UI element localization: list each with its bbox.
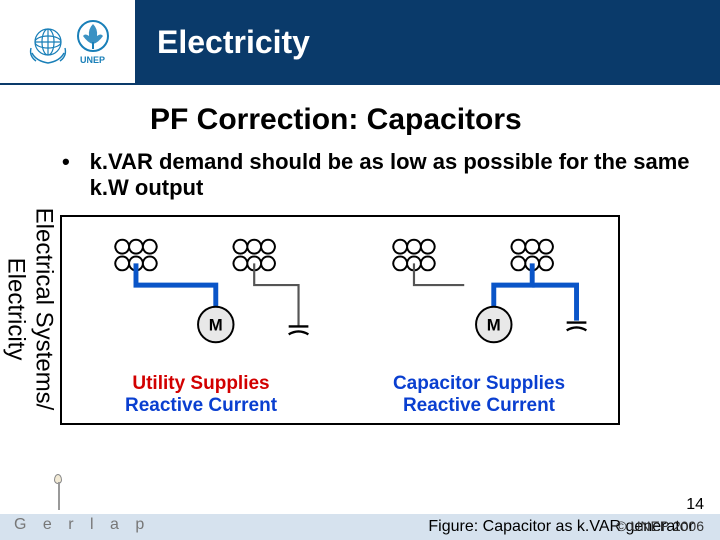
body: Electrical Systems/Electricity • k.VAR d… [0, 149, 720, 469]
motor-label: M [487, 315, 501, 334]
logo-cell: UNEP [0, 0, 135, 85]
caption-line-2: Reactive Current [393, 395, 565, 417]
diagram-panel-capacitor: M Capacitor Supplies Reactive Current [340, 217, 618, 423]
slide: UNEP Electricity PF Correction: Capacito… [0, 0, 720, 540]
copyright: © UNEP 2006 [616, 518, 704, 534]
diagram-panel-utility: M Utility Supplies Reactive Current [62, 217, 340, 423]
unep-logo-icon: UNEP [76, 19, 110, 65]
un-logo-icon [26, 23, 70, 65]
panel-caption-capacitor: Capacitor Supplies Reactive Current [393, 373, 565, 417]
title-cell: Electricity [135, 0, 720, 85]
schematic-capacitor: M [346, 227, 612, 357]
side-label-container: Electrical Systems/Electricity [0, 149, 60, 469]
bullet-item: • k.VAR demand should be as low as possi… [60, 149, 690, 201]
content: • k.VAR demand should be as low as possi… [60, 149, 720, 469]
caption-line-1: Capacitor Supplies [393, 373, 565, 395]
side-label: Electrical Systems/Electricity [2, 208, 57, 411]
slide-subtitle: PF Correction: Capacitors [150, 103, 720, 137]
slide-title: Electricity [157, 24, 310, 61]
diagram: M Utility Supplies Reactive Current [60, 215, 620, 425]
header: UNEP Electricity [0, 0, 720, 85]
brand-stem-icon [58, 482, 60, 510]
caption-line-1: Utility Supplies [125, 373, 277, 395]
bullet-text: k.VAR demand should be as low as possibl… [90, 149, 690, 201]
panel-caption-utility: Utility Supplies Reactive Current [125, 373, 277, 417]
unep-label: UNEP [80, 55, 105, 65]
page-number: 14 [686, 496, 704, 514]
bullet-marker: • [60, 149, 72, 201]
schematic-utility: M [68, 227, 334, 357]
caption-line-2: Reactive Current [125, 395, 277, 417]
motor-label: M [209, 315, 223, 334]
brand-text: G e r l a p [14, 516, 150, 534]
